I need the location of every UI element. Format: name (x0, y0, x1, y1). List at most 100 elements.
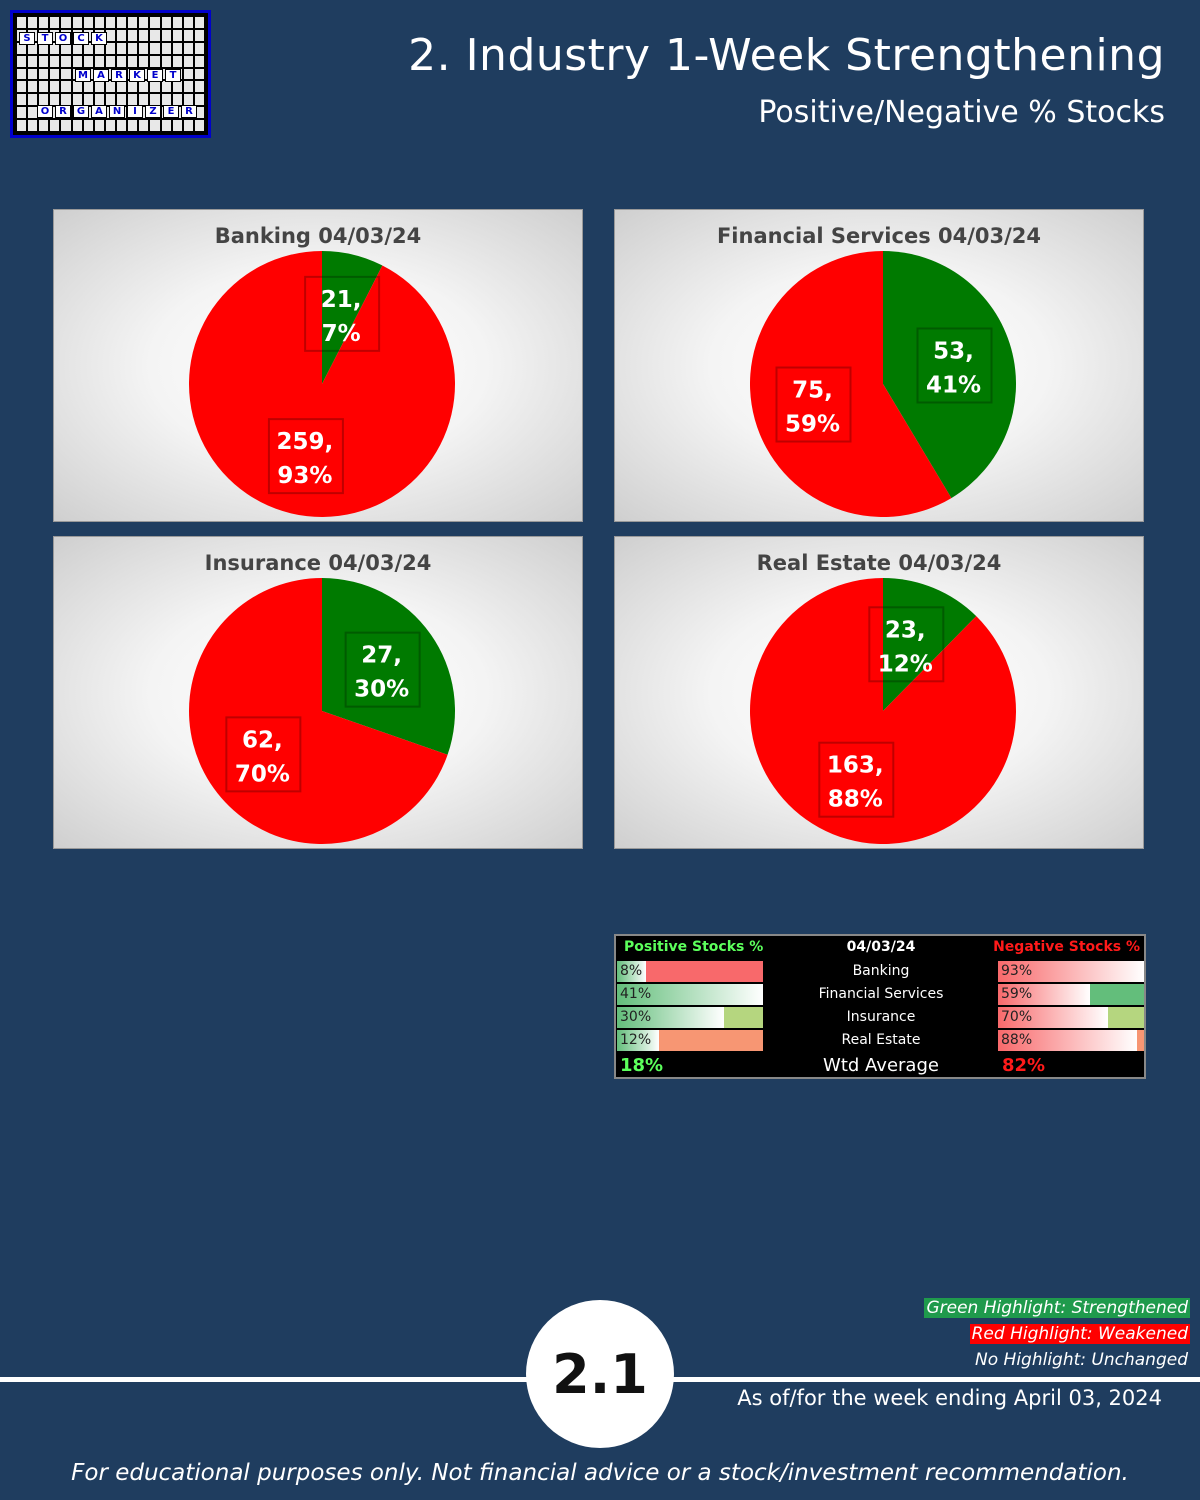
positive-data-bar (617, 1007, 724, 1028)
positive-data-bar (617, 1030, 660, 1051)
pie-percent-label: 70% (235, 761, 290, 787)
logo-letter: A (93, 69, 109, 82)
table-row: 12% Real Estate 88% (616, 1029, 1144, 1052)
industry-name: Insurance (846, 1009, 916, 1025)
pie-count-label: 27, (361, 643, 402, 669)
positive-cell: 8% (617, 961, 763, 982)
pie-title: Insurance 04/03/24 (204, 551, 432, 575)
negative-data-bar (998, 1030, 1137, 1051)
logo-letter: N (109, 105, 125, 118)
pie-chart-financial-services: 53,41%75,59% (750, 251, 1016, 517)
pie-data-label: 75,59% (775, 366, 852, 443)
logo-letter: A (91, 105, 107, 118)
summary-table: Positive Stocks % 04/03/24 Negative Stoc… (614, 934, 1146, 1079)
industry-name: Banking (852, 963, 910, 979)
logo-letter: R (111, 69, 127, 82)
industry-name: Real Estate (841, 1032, 921, 1048)
positive-value: 8% (620, 963, 643, 979)
pie-data-label: 259, 93% (267, 418, 344, 495)
logo-letter: O (55, 32, 71, 45)
pie-percent-label: 12% (878, 651, 933, 677)
pie-slice-negative (750, 578, 1016, 844)
table-row: 41% Financial Services 59% (616, 983, 1144, 1006)
pie-count-label: 21, (321, 287, 362, 313)
logo-letter: C (73, 32, 89, 45)
logo-letter: O (37, 105, 53, 118)
logo-letter: S (19, 32, 35, 45)
logo-letter: I (127, 105, 143, 118)
negative-header: Negative Stocks % (993, 939, 1140, 955)
pie-panel-financial-services: Financial Services 04/03/24 53, 41% 75, 59% (614, 209, 1144, 522)
pie-chart-insurance: 27,30%62,70% (189, 578, 455, 844)
logo-letter: G (73, 105, 89, 118)
wtd-average-label: Wtd Average (823, 1055, 939, 1076)
pie-percent-label: 7% (322, 321, 361, 347)
negative-data-bar (998, 1007, 1108, 1028)
positive-value: 12% (620, 1032, 652, 1048)
negative-cell: 70% (998, 1007, 1144, 1028)
pie-count-label: 163, (827, 753, 884, 779)
page-subtitle: Positive/Negative % Stocks (758, 95, 1165, 130)
pie-count-label: 53, (933, 338, 974, 364)
legend-none: No Highlight: Unchanged (975, 1350, 1188, 1370)
pie-data-label: 23,12% (868, 606, 945, 683)
pie-slice-positive (322, 251, 383, 384)
pie-data-label: 53,41% (916, 327, 993, 404)
logo-letter: K (129, 69, 145, 82)
pie-slice-positive (883, 578, 977, 711)
legend-red: Red Highlight: Weakened (969, 1324, 1190, 1344)
legend-green: Green Highlight: Strengthened (924, 1298, 1190, 1318)
logo-letter: R (55, 105, 71, 118)
pie-data-label: 62,70% (225, 716, 302, 793)
pie-count-label: 62, (242, 727, 283, 753)
date-header: 04/03/24 (846, 939, 916, 955)
as-of-date: As of/for the week ending April 03, 2024 (737, 1386, 1162, 1410)
table-row: 30% Insurance 70% (616, 1006, 1144, 1029)
pie-title: Real Estate 04/03/24 (756, 551, 1002, 575)
positive-cell: 30% (617, 1007, 763, 1028)
positive-value: 30% (620, 1009, 652, 1025)
pie-percent-label: 59% (785, 412, 840, 438)
pie-chart-real-estate: 23,12%163,88% (750, 578, 1016, 844)
page-number-badge: 2.1 (526, 1300, 674, 1448)
negative-value: 93% (1001, 963, 1033, 979)
page-title: 2. Industry 1-Week Strengthening (408, 30, 1165, 81)
pie-panel-real-estate: Real Estate 04/03/24 23, 12% 163, 88% (614, 536, 1144, 849)
negative-cell: 93% (998, 961, 1144, 982)
pie-data-label: 163, 88% (818, 741, 895, 818)
negative-average: 82% (1002, 1055, 1046, 1076)
negative-value: 59% (1001, 986, 1033, 1002)
logo-letter: E (147, 69, 163, 82)
negative-data-bar (998, 961, 1144, 982)
logo-letter: M (75, 69, 91, 82)
negative-value: 88% (1001, 1032, 1033, 1048)
logo-letter: Z (145, 105, 161, 118)
pie-title: Financial Services 04/03/24 (716, 224, 1042, 248)
table-header-row: Positive Stocks % 04/03/24 Negative Stoc… (616, 936, 1144, 959)
logo-letter: T (37, 32, 53, 45)
logo-letter: K (91, 32, 107, 45)
logo-letter: R (181, 105, 197, 118)
pie-slice-positive (883, 251, 1016, 499)
pie-percent-label: 88% (828, 787, 883, 813)
pie-data-label: 27,30% (344, 631, 421, 708)
table-row: 8% Banking 93% (616, 960, 1144, 983)
pie-slice-negative (189, 578, 448, 844)
pie-count-label: 23, (885, 617, 926, 643)
negative-cell: 59% (998, 984, 1144, 1005)
negative-cell: 88% (998, 1030, 1144, 1051)
pie-panel-insurance: Insurance 04/03/24 27, 30% 62, 70% (53, 536, 583, 849)
pie-chart-banking: 21, 7% 259,93% (189, 251, 455, 517)
industry-name: Financial Services (818, 986, 944, 1002)
table-footer-row: 18% Wtd Average 82% (616, 1052, 1144, 1079)
logo-letter: E (163, 105, 179, 118)
positive-cell: 41% (617, 984, 763, 1005)
pie-slice-positive (322, 578, 455, 755)
pie-count-label: 75, (792, 378, 833, 404)
disclaimer: For educational purposes only. Not finan… (71, 1460, 1129, 1486)
pie-count-label: 259, (277, 429, 334, 455)
positive-average: 18% (620, 1055, 664, 1076)
